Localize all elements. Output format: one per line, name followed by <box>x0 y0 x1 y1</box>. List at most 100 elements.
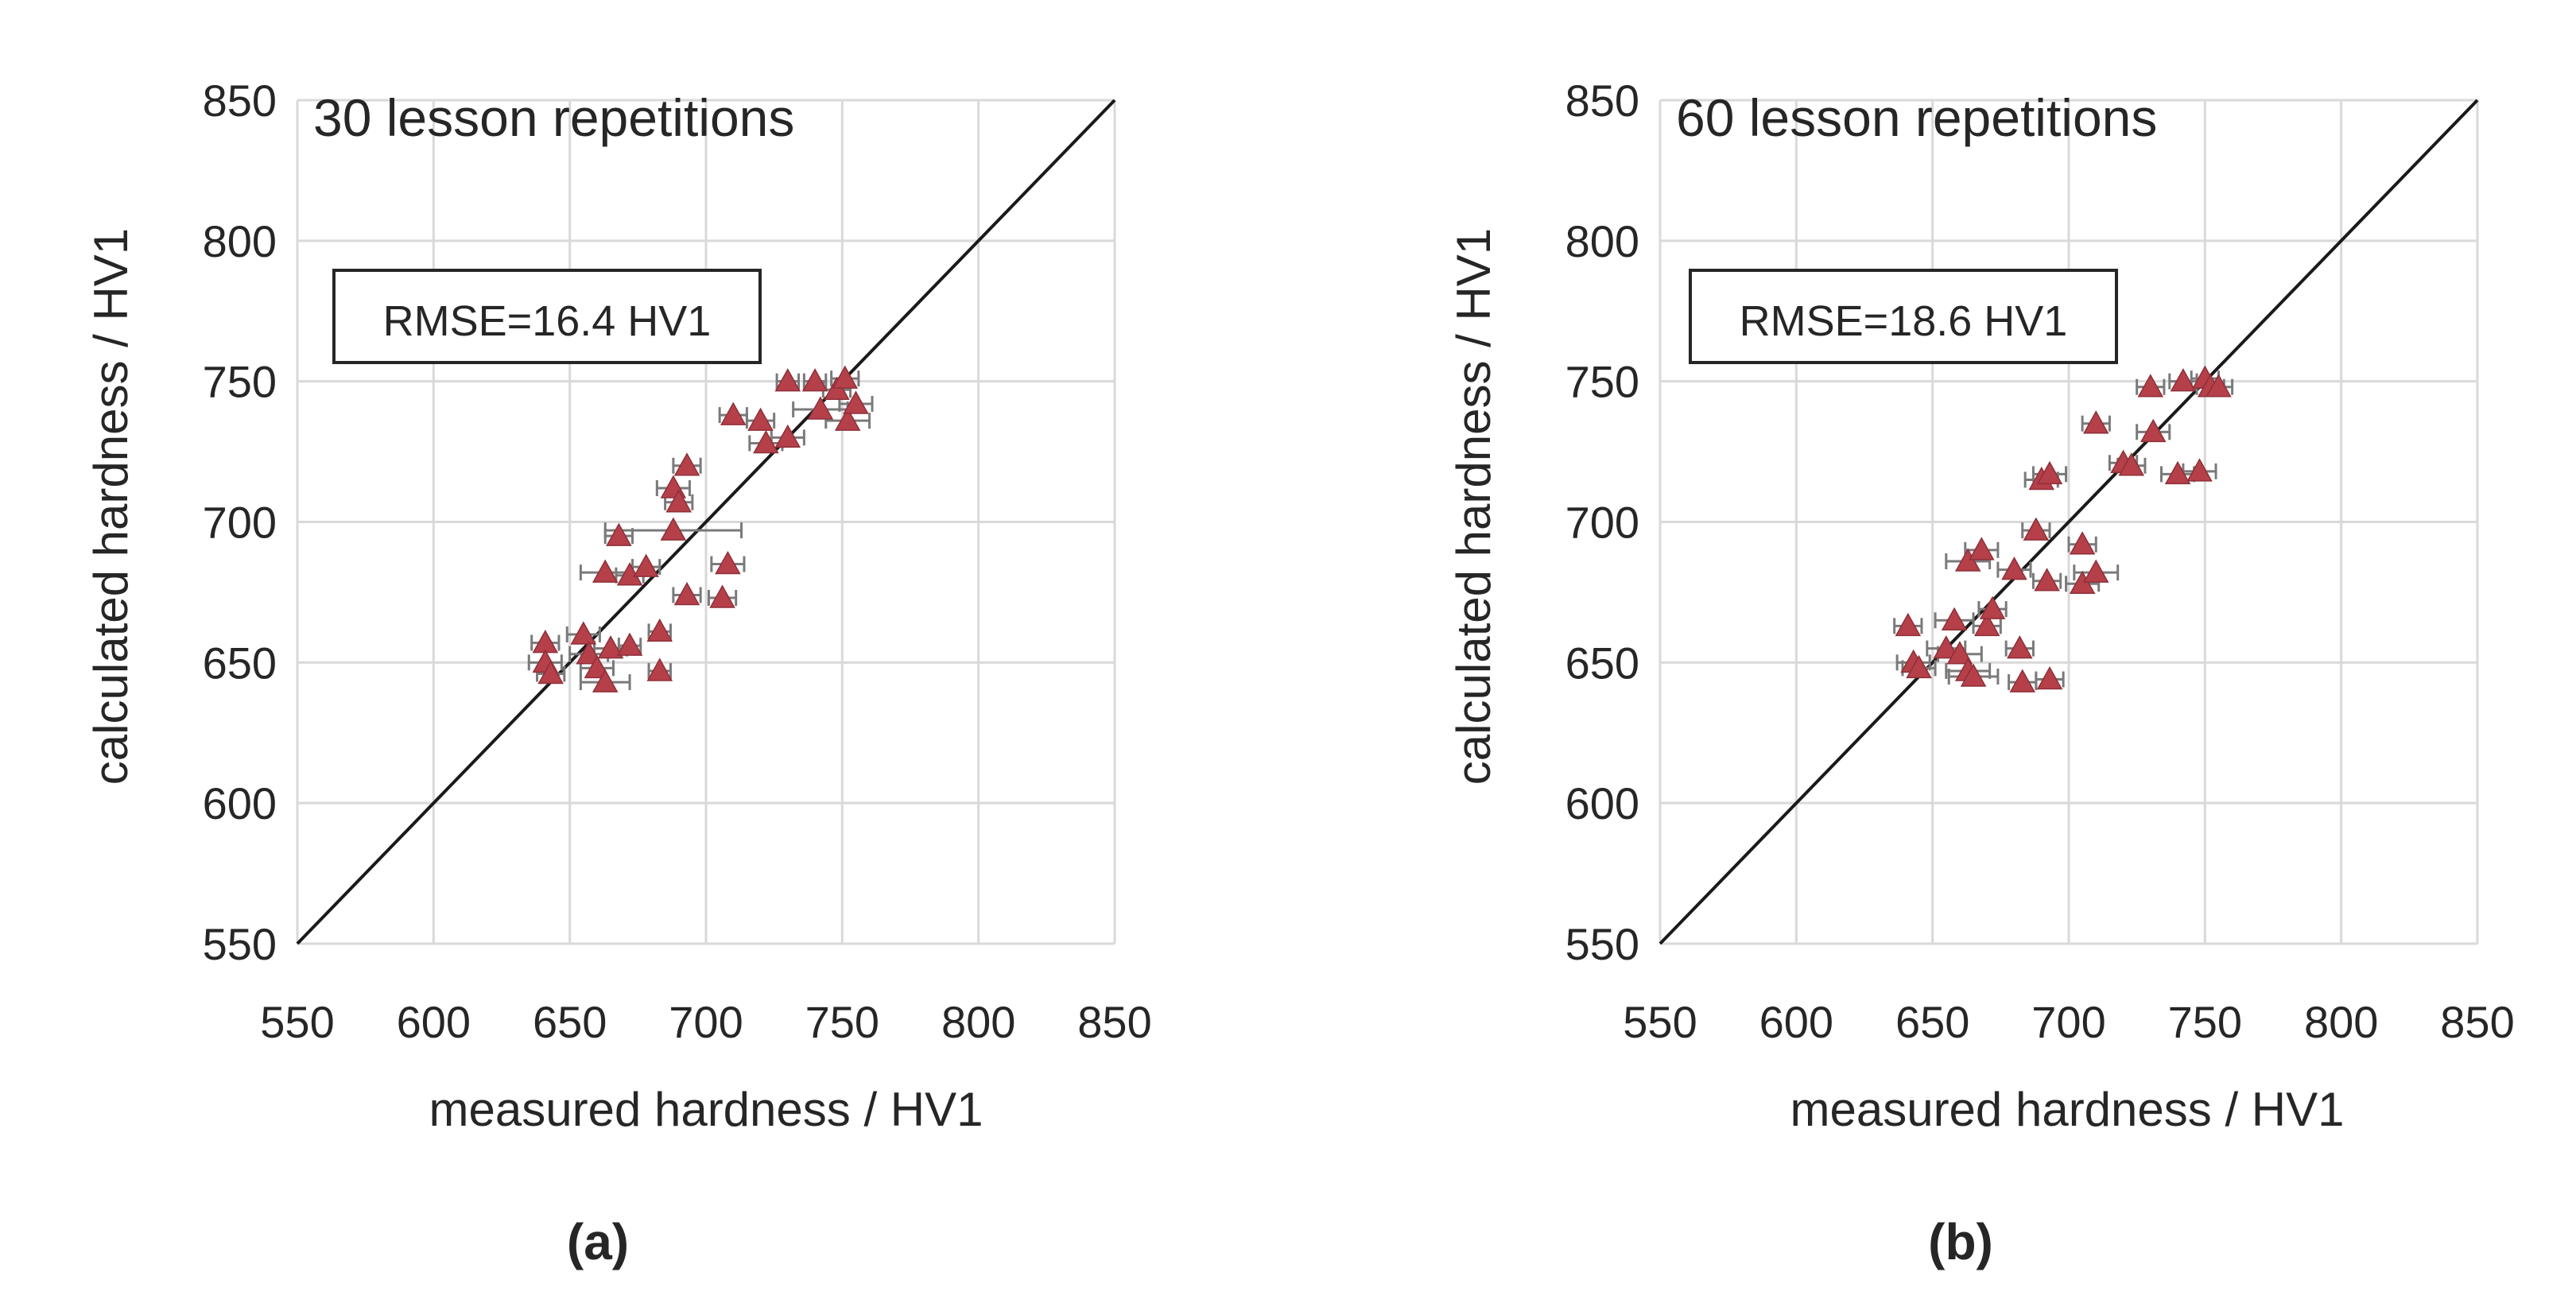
data-point-b-5 <box>1946 641 1973 665</box>
x-tick-850-b: 850 <box>2440 997 2514 1047</box>
y-axis-label-b: calculated hardness / HV1 <box>1447 228 1500 785</box>
data-point-a-5 <box>584 654 611 679</box>
x-tick-600-b: 600 <box>1759 997 1833 1047</box>
x-tick-550-b: 550 <box>1623 997 1697 1047</box>
y-tick-850-b: 850 <box>1565 76 1639 126</box>
data-point-b-9 <box>1979 595 2006 619</box>
x-axis-label-a: measured hardness / HV1 <box>429 1083 983 1136</box>
identity-line-a <box>296 99 1116 945</box>
y-tick-labels-a: 550 600 650 700 750 800 850 <box>203 76 277 969</box>
data-point-a-18 <box>715 551 741 575</box>
panel-label-a: (a) <box>567 1213 629 1270</box>
data-point-b-14 <box>1969 537 1995 560</box>
y-tick-700-a: 700 <box>203 498 277 548</box>
y-tick-750-a: 750 <box>203 357 277 407</box>
data-point-b-0 <box>1895 612 1922 637</box>
x-tick-750-a: 750 <box>805 997 879 1047</box>
data-point-b-7 <box>1960 663 1987 687</box>
data-point-b-29 <box>2170 368 2197 392</box>
y-tick-600-b: 600 <box>1565 778 1639 828</box>
y-tick-700-b: 700 <box>1565 498 1639 548</box>
x-axis-label-b: measured hardness / HV1 <box>1790 1083 2344 1136</box>
data-point-a-3 <box>570 621 597 645</box>
data-point-a-4 <box>576 641 602 665</box>
y-axis-label-a: calculated hardness / HV1 <box>84 228 138 785</box>
x-tick-750-b: 750 <box>2168 997 2242 1047</box>
data-point-b-10 <box>2007 635 2033 659</box>
rmse-box-b <box>1689 269 2118 364</box>
data-point-b-4 <box>1941 607 1968 631</box>
rmse-box-a <box>332 269 762 364</box>
data-point-a-16 <box>673 581 700 606</box>
data-point-a-25 <box>774 424 801 448</box>
x-tick-700-a: 700 <box>669 997 743 1047</box>
data-point-b-26 <box>2140 418 2167 443</box>
data-point-b-16 <box>2023 517 2050 541</box>
data-point-a-10 <box>646 657 673 681</box>
data-point-b-3 <box>1933 635 1960 659</box>
chart-panel-b: 550 600 650 700 750 800 850 550 600 650 700 750 800… <box>1447 76 2515 1270</box>
data-point-a-22 <box>720 401 747 425</box>
data-point-a-26 <box>774 368 801 392</box>
chart-title-b: 60 lesson repetitions <box>1676 88 2157 147</box>
y-tick-550-b: 550 <box>1565 919 1639 969</box>
data-point-b-11 <box>2009 669 2036 692</box>
data-point-a-27 <box>801 368 828 392</box>
data-point-b-28 <box>2164 460 2191 485</box>
y-tick-800-b: 800 <box>1565 216 1639 266</box>
data-point-a-21 <box>673 452 700 476</box>
rmse-label-a: RMSE=16.4 HV1 <box>383 297 712 345</box>
x-tick-600-a: 600 <box>397 997 471 1047</box>
data-point-b-15 <box>2001 557 2027 580</box>
y-tick-850-a: 850 <box>203 76 277 126</box>
y-tick-550-a: 550 <box>203 919 277 969</box>
identity-line-b <box>1658 99 2479 945</box>
data-point-b-19 <box>2069 531 2096 555</box>
y-tick-650-b: 650 <box>1565 638 1639 688</box>
data-point-a-17 <box>709 584 735 608</box>
x-tick-550-a: 550 <box>260 997 334 1047</box>
x-tick-labels-a: 550 600 650 700 750 800 850 <box>260 997 1151 1047</box>
data-point-b-23 <box>2082 410 2109 434</box>
data-point-a-30 <box>832 365 859 389</box>
x-tick-650-b: 650 <box>1895 997 1969 1047</box>
data-point-b-12 <box>2036 666 2063 690</box>
data-point-a-24 <box>753 429 779 454</box>
panel-label-b: (b) <box>1928 1213 1993 1270</box>
data-point-a-31 <box>834 407 861 431</box>
y-tick-labels-b: 550 600 650 700 750 800 850 <box>1565 76 1639 969</box>
data-point-a-28 <box>807 396 834 420</box>
y-tick-800-a: 800 <box>203 216 277 266</box>
chart-panel-a: 550 600 650 700 750 800 850 550 600 650 700 750 800… <box>84 76 1152 1270</box>
x-tick-800-a: 800 <box>941 997 1015 1047</box>
data-point-b-8 <box>1973 612 2000 637</box>
data-point-b-22 <box>2036 460 2063 485</box>
data-point-b-25 <box>2118 452 2145 476</box>
data-point-b-33 <box>2206 374 2232 398</box>
x-tick-650-a: 650 <box>533 997 607 1047</box>
data-point-b-30 <box>2186 458 2213 482</box>
y-tick-750-b: 750 <box>1565 357 1639 407</box>
data-point-a-15 <box>660 517 687 541</box>
data-point-a-9 <box>646 618 673 642</box>
data-point-a-7 <box>597 635 624 659</box>
identity-line-segment-b <box>1658 99 2479 945</box>
rmse-label-b: RMSE=18.6 HV1 <box>1740 297 2068 345</box>
chart-title-a: 30 lesson repetitions <box>313 88 794 147</box>
y-tick-650-a: 650 <box>203 638 277 688</box>
data-point-b-17 <box>2034 568 2060 591</box>
y-tick-600-a: 600 <box>203 778 277 828</box>
data-point-a-8 <box>616 632 643 656</box>
data-point-a-2 <box>537 660 564 685</box>
identity-line-segment-a <box>296 99 1116 945</box>
data-point-a-23 <box>747 407 774 431</box>
data-point-b-20 <box>2082 559 2109 583</box>
x-tick-800-b: 800 <box>2304 997 2378 1047</box>
data-point-a-20 <box>665 489 692 513</box>
x-tick-labels-b: 550 600 650 700 750 800 850 <box>1623 997 2514 1047</box>
data-point-b-27 <box>2137 374 2164 398</box>
x-tick-700-b: 700 <box>2031 997 2105 1047</box>
data-point-a-12 <box>606 522 632 546</box>
